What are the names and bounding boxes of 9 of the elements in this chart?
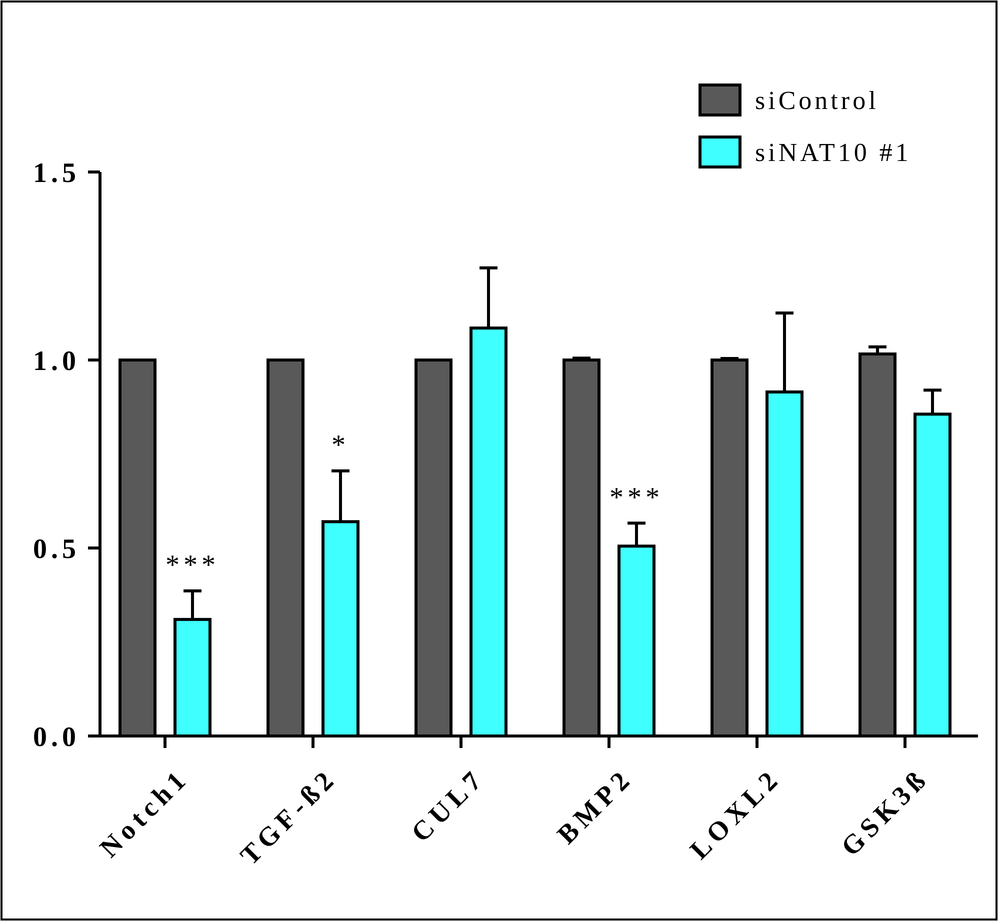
legend-label: siNAT10 #1 [755, 138, 912, 168]
y-tick-label: 1.0 [33, 346, 80, 377]
y-tick-label: 0.5 [33, 534, 80, 565]
legend-label: siControl [755, 86, 879, 116]
annotation: *** [610, 482, 664, 514]
annotation: *** [166, 550, 220, 582]
y-tick-label: 1.5 [33, 158, 80, 189]
annotation: * [332, 430, 350, 462]
y-tick-label: 0.0 [33, 722, 80, 753]
